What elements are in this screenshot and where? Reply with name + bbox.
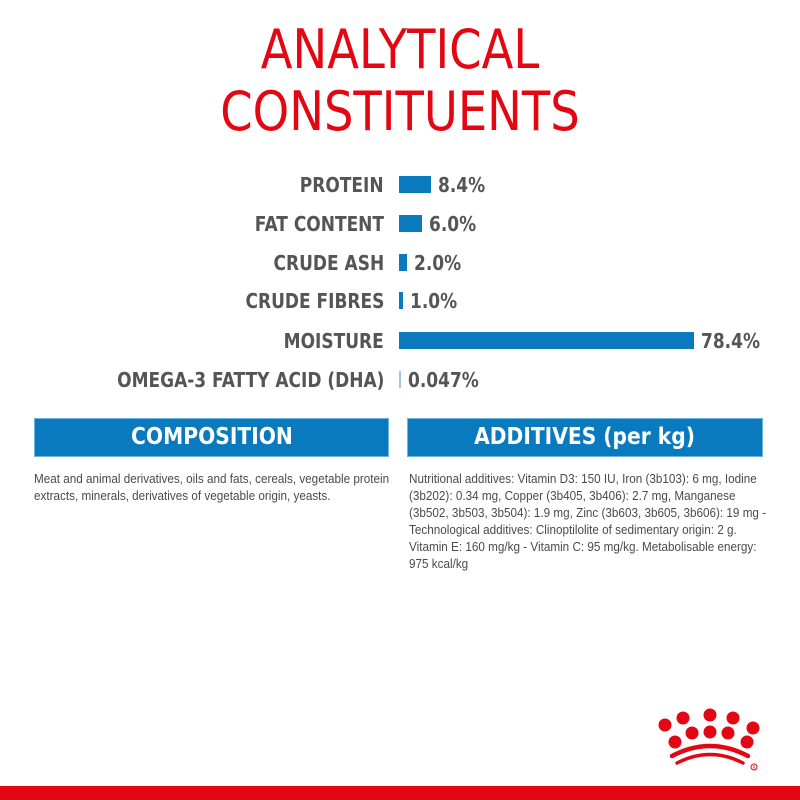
footer-red-bar [0, 786, 800, 800]
value-label: 1.0% [410, 289, 458, 313]
composition-text: Meat and animal derivatives, oils and fa… [34, 471, 390, 503]
value-bar [399, 254, 407, 271]
additives-heading: ADDITIVES (per kg) [474, 424, 696, 450]
category-label: CRUDE FIBRES [245, 289, 384, 313]
chart-row: OMEGA-3 FATTY ACID (DHA) 0.047% [0, 368, 800, 392]
chart-row: PROTEIN 8.4% [0, 173, 800, 197]
composition-body: Meat and animal derivatives, oils and fa… [34, 470, 394, 504]
composition-header: COMPOSITION [34, 418, 389, 457]
category-label: CRUDE ASH [273, 251, 384, 275]
chart-row: MOISTURE 78.4% [0, 329, 800, 353]
value-label: 6.0% [429, 212, 477, 236]
category-label: MOISTURE [283, 329, 384, 353]
category-label: PROTEIN [300, 173, 384, 197]
value-bar [399, 332, 694, 349]
page-title-line-2: CONSTITUENTS [220, 80, 580, 143]
value-label: 2.0% [414, 251, 462, 275]
svg-text:R: R [753, 765, 756, 770]
additives-header: ADDITIVES (per kg) [407, 418, 763, 457]
value-bar [399, 371, 401, 388]
additives-text: Nutritional additives: Vitamin D3: 150 I… [409, 471, 767, 571]
composition-heading: COMPOSITION [130, 424, 293, 450]
category-label: FAT CONTENT [254, 212, 384, 236]
page-title-line-1: ANALYTICAL [260, 18, 540, 81]
value-bar [399, 176, 431, 193]
category-label: OMEGA-3 FATTY ACID (DHA) [116, 368, 384, 392]
value-bar [399, 292, 403, 309]
value-label: 0.047% [408, 368, 479, 392]
value-label: 8.4% [438, 173, 486, 197]
additives-body: Nutritional additives: Vitamin D3: 150 I… [409, 470, 769, 572]
value-label: 78.4% [701, 329, 760, 353]
value-bar [399, 215, 422, 232]
chart-row: CRUDE FIBRES 1.0% [0, 289, 800, 313]
crown-icon: R [658, 708, 760, 771]
chart-row: FAT CONTENT 6.0% [0, 212, 800, 236]
chart-row: CRUDE ASH 2.0% [0, 251, 800, 275]
